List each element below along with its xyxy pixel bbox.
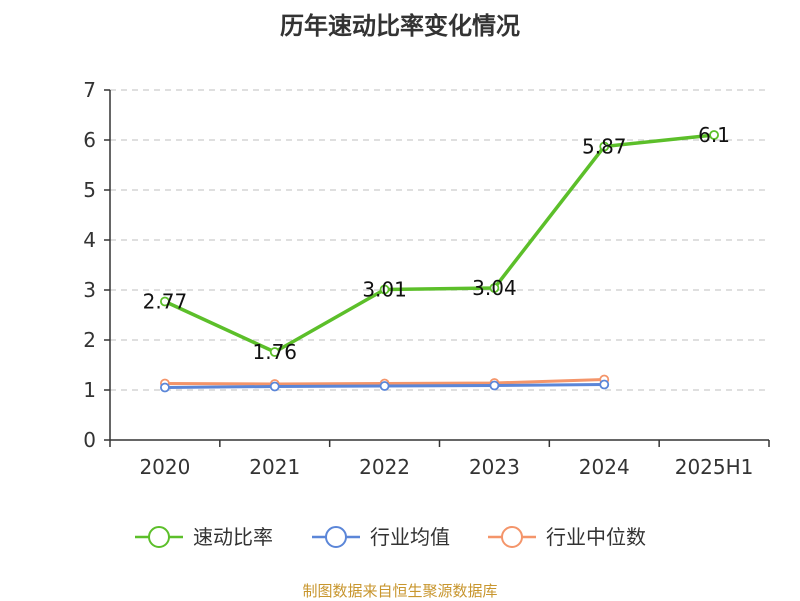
data-point[interactable]: [489, 380, 500, 391]
data-label: 6.1: [698, 123, 730, 147]
x-tick-label: 2022: [359, 455, 410, 479]
legend: 速动比率 行业均值 行业中位数: [135, 525, 646, 549]
y-tick-label: 3: [83, 278, 96, 302]
series-lines: [160, 130, 719, 393]
y-tick-label: 7: [83, 78, 96, 102]
data-label: 1.76: [252, 340, 297, 364]
legend-label: 速动比率: [193, 525, 273, 549]
data-point[interactable]: [379, 284, 390, 295]
data-label: 2.77: [143, 290, 188, 314]
y-tick-label: 4: [83, 228, 96, 252]
legend-marker: [325, 526, 347, 548]
legend-item[interactable]: 行业均值: [312, 525, 450, 549]
grid-lines: [110, 89, 769, 391]
y-tick-label: 2: [83, 328, 96, 352]
legend-label: 行业中位数: [546, 525, 646, 549]
data-label: 3.01: [362, 278, 407, 302]
y-tick-label: 0: [83, 428, 96, 452]
x-tick-label: 2023: [469, 455, 520, 479]
y-tick-label: 5: [83, 178, 96, 202]
data-label: 5.87: [582, 135, 627, 159]
axes: 0 1 2 3 4 5 6 7 2020 2021 2022 2023 2024 2025H1: [83, 78, 770, 479]
data-point[interactable]: [379, 381, 390, 391]
data-point[interactable]: [160, 382, 170, 393]
source-note: 制图数据来自恒生聚源数据库: [302, 582, 498, 600]
y-tick-label: 1: [83, 378, 96, 402]
series-1: [160, 379, 610, 393]
x-tick-label: 2024: [579, 455, 630, 479]
legend-item[interactable]: 速动比率: [135, 525, 273, 549]
x-tick-label: 2020: [139, 455, 190, 479]
data-point[interactable]: [269, 381, 280, 392]
legend-item[interactable]: 行业中位数: [488, 525, 646, 549]
series-line: [164, 133, 715, 354]
data-point[interactable]: [599, 141, 610, 152]
y-tick-label: 6: [83, 128, 96, 152]
data-labels: 2.77 1.76 3.01 3.04 5.87 6.1: [143, 123, 730, 364]
chart-title: 历年速动比率变化情况: [280, 12, 520, 40]
x-tick-label: 2025H1: [675, 455, 754, 479]
legend-label: 行业均值: [370, 525, 450, 549]
data-point[interactable]: [269, 347, 280, 357]
data-point[interactable]: [160, 296, 170, 307]
data-point[interactable]: [709, 130, 719, 140]
legend-marker: [501, 526, 523, 548]
legend-marker: [148, 526, 170, 548]
data-point[interactable]: [489, 283, 500, 293]
series-0: [160, 130, 719, 357]
data-label: 3.04: [472, 276, 517, 300]
data-point[interactable]: [599, 379, 610, 390]
x-tick-label: 2021: [249, 455, 300, 479]
